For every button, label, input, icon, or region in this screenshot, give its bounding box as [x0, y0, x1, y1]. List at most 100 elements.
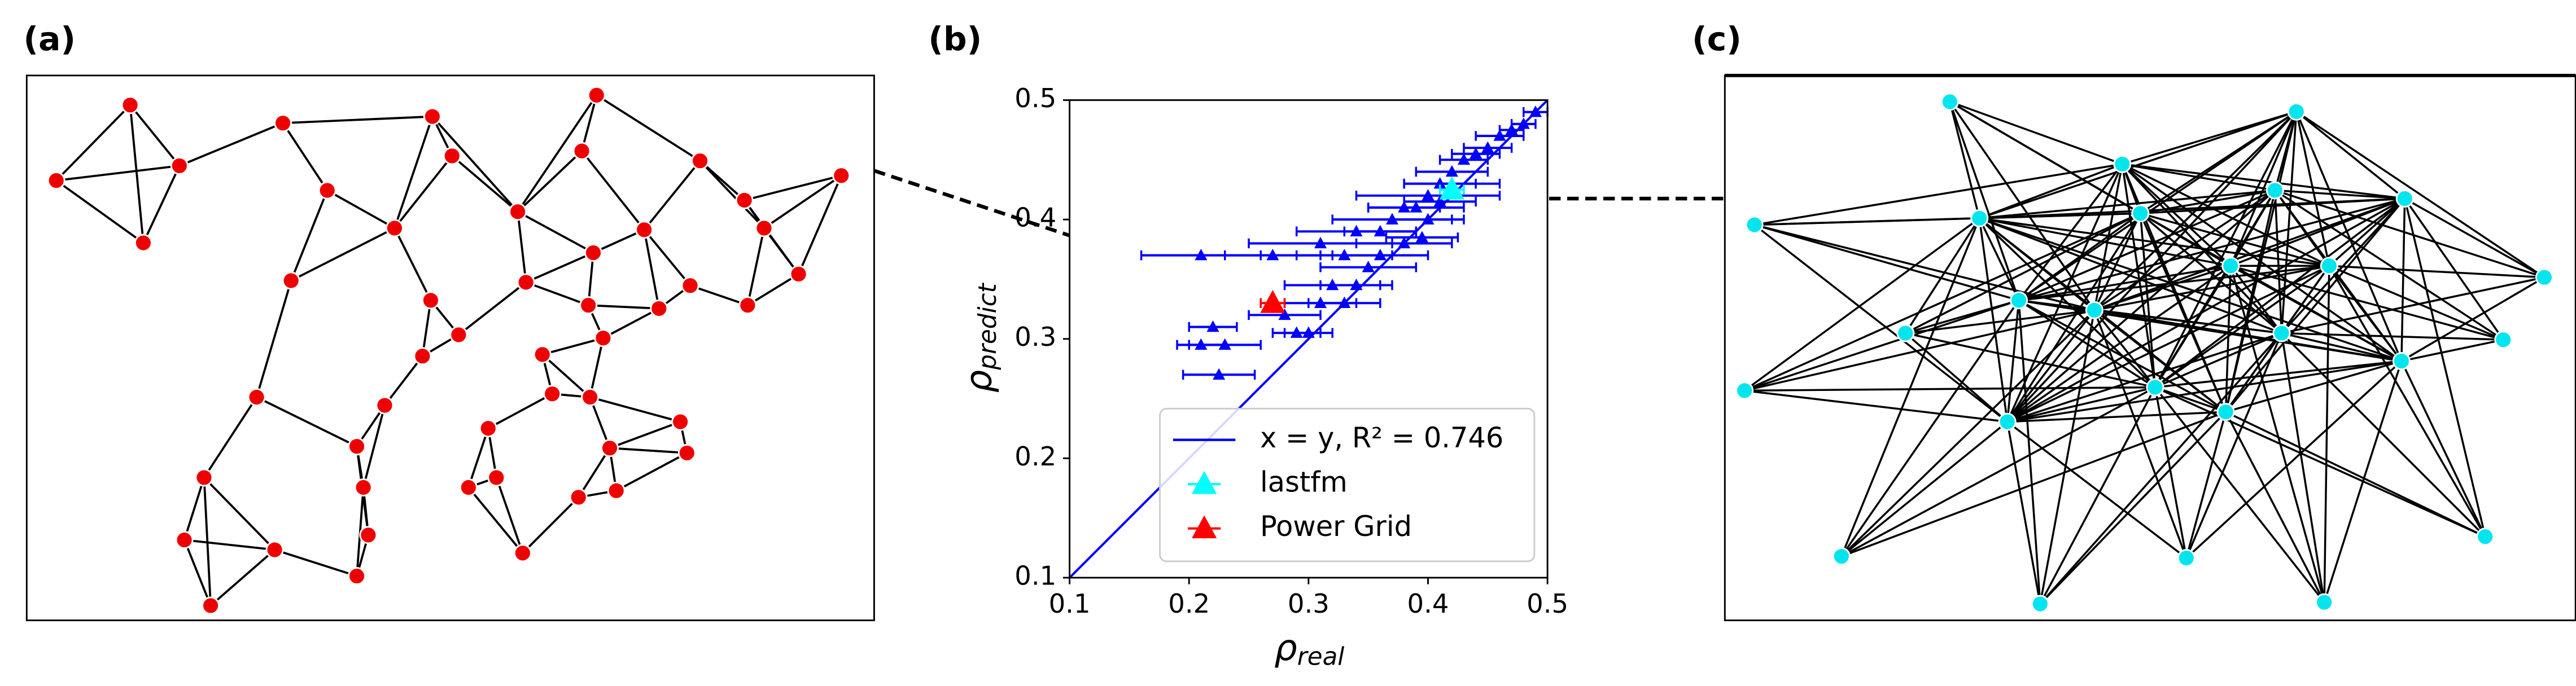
- legend-swatch: [1192, 470, 1217, 494]
- node: [459, 478, 478, 496]
- legend-label: Power Grid: [1260, 510, 1412, 543]
- edge: [2295, 111, 2403, 362]
- edge: [2154, 265, 2330, 388]
- edge: [2281, 332, 2504, 341]
- node: [2031, 595, 2049, 613]
- node: [533, 345, 552, 364]
- edge: [1840, 218, 1980, 557]
- edge: [517, 210, 594, 254]
- node: [195, 468, 213, 487]
- edge: [1753, 224, 2008, 423]
- node: [587, 86, 606, 104]
- edge: [2007, 386, 2155, 423]
- edge: [643, 229, 692, 287]
- node: [359, 526, 378, 544]
- x-tick-label: 0.3: [1288, 588, 1329, 619]
- y-axis-label: ρpredict: [958, 282, 1002, 393]
- edge: [2185, 332, 2283, 559]
- edge: [2140, 189, 2276, 214]
- edge: [1840, 309, 2096, 557]
- node: [517, 273, 535, 292]
- node: [421, 291, 440, 310]
- edge: [2018, 265, 2330, 302]
- edge: [596, 94, 701, 162]
- marker: [1517, 117, 1530, 129]
- edge: [2404, 197, 2545, 279]
- edge: [2122, 163, 2402, 362]
- line: [1069, 99, 1549, 579]
- edge: [2140, 212, 2330, 267]
- node: [375, 396, 394, 415]
- node: [1735, 381, 1754, 400]
- edge: [283, 115, 432, 125]
- edge: [2006, 213, 2141, 423]
- node: [2221, 257, 2240, 275]
- node: [509, 203, 527, 221]
- edge: [2225, 411, 2325, 603]
- edge: [203, 396, 258, 478]
- edge: [588, 304, 659, 310]
- edge: [255, 280, 292, 398]
- edge: [209, 549, 275, 606]
- marker: [1374, 248, 1387, 261]
- marker: [1362, 261, 1375, 272]
- node: [2395, 190, 2414, 208]
- node: [2266, 181, 2284, 200]
- edge: [290, 227, 395, 282]
- edge: [326, 189, 395, 230]
- node: [2131, 204, 2150, 223]
- edge: [2039, 332, 2282, 605]
- edge: [1744, 299, 2019, 392]
- node: [318, 181, 336, 200]
- edge: [2404, 198, 2504, 341]
- node: [1998, 412, 2017, 431]
- marker: [1439, 176, 1464, 200]
- node: [1832, 547, 1851, 566]
- edge: [1949, 101, 1980, 219]
- node: [569, 488, 588, 507]
- node: [443, 147, 461, 165]
- legend-box: [1159, 407, 1536, 562]
- node: [121, 96, 139, 115]
- marker: [1433, 195, 1446, 207]
- edge: [797, 175, 842, 275]
- edge: [609, 420, 681, 449]
- node: [513, 544, 532, 562]
- edge: [699, 160, 765, 229]
- edge: [421, 300, 432, 357]
- node: [2392, 352, 2411, 370]
- edge: [2323, 266, 2330, 603]
- edge: [2229, 265, 2282, 334]
- edge: [184, 539, 275, 551]
- edge: [1841, 411, 2227, 557]
- edge: [2007, 411, 2226, 423]
- edge: [2122, 163, 2405, 200]
- edge: [1840, 421, 2008, 557]
- edge: [2328, 197, 2406, 267]
- marker: [1195, 248, 1208, 261]
- node: [175, 531, 194, 549]
- edge: [2323, 360, 2403, 603]
- edge: [747, 273, 799, 306]
- edge: [2229, 111, 2298, 266]
- edge: [2280, 333, 2325, 603]
- node: [2085, 301, 2103, 319]
- edge: [1905, 212, 2141, 335]
- node: [581, 388, 600, 406]
- node: [789, 265, 808, 283]
- node: [755, 219, 773, 238]
- marker: [1481, 141, 1494, 153]
- marker: [1350, 278, 1363, 291]
- node: [385, 219, 404, 238]
- node: [134, 234, 152, 252]
- edge: [2007, 360, 2402, 423]
- edge: [1949, 101, 2020, 301]
- node: [2320, 257, 2338, 275]
- node: [2113, 155, 2132, 173]
- edge: [1949, 100, 2123, 165]
- node: [2272, 324, 2291, 342]
- edge: [2006, 300, 2020, 422]
- edge: [256, 396, 357, 447]
- node: [572, 142, 591, 160]
